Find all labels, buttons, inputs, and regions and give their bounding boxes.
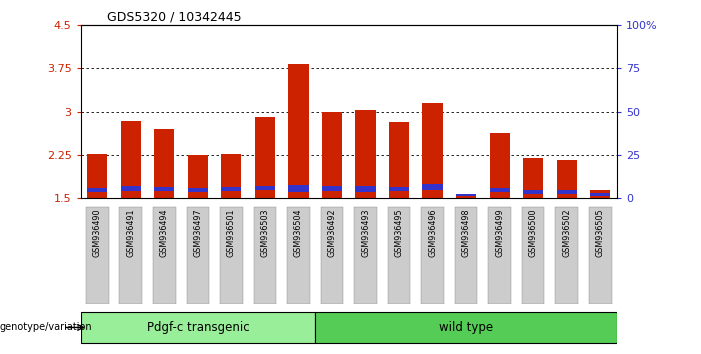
Text: wild type: wild type bbox=[439, 321, 493, 334]
Text: GSM936498: GSM936498 bbox=[461, 209, 470, 257]
Bar bbox=[121, 186, 141, 191]
Bar bbox=[255, 186, 275, 190]
Bar bbox=[188, 155, 208, 198]
Bar bbox=[389, 187, 409, 191]
Bar bbox=[590, 190, 610, 198]
Bar bbox=[389, 122, 409, 198]
Bar bbox=[222, 187, 241, 191]
Text: GSM936503: GSM936503 bbox=[261, 209, 269, 257]
Bar bbox=[88, 154, 107, 198]
FancyBboxPatch shape bbox=[555, 207, 578, 304]
Bar bbox=[121, 121, 141, 198]
FancyBboxPatch shape bbox=[81, 312, 315, 343]
Text: GSM936500: GSM936500 bbox=[529, 209, 538, 257]
FancyBboxPatch shape bbox=[254, 207, 276, 304]
FancyBboxPatch shape bbox=[455, 207, 477, 304]
FancyBboxPatch shape bbox=[589, 207, 611, 304]
Text: GSM936491: GSM936491 bbox=[126, 209, 135, 257]
FancyBboxPatch shape bbox=[320, 207, 343, 304]
Bar bbox=[322, 185, 342, 191]
Bar bbox=[154, 187, 175, 191]
Bar bbox=[423, 184, 442, 190]
Bar bbox=[88, 188, 107, 193]
Bar bbox=[288, 64, 308, 198]
Bar bbox=[489, 133, 510, 198]
Text: GSM936502: GSM936502 bbox=[562, 209, 571, 257]
Bar bbox=[255, 117, 275, 198]
FancyBboxPatch shape bbox=[388, 207, 410, 304]
FancyBboxPatch shape bbox=[315, 312, 617, 343]
Text: GSM936492: GSM936492 bbox=[327, 209, 336, 257]
Bar bbox=[523, 190, 543, 194]
FancyBboxPatch shape bbox=[220, 207, 243, 304]
Bar bbox=[557, 160, 577, 198]
Text: GSM936490: GSM936490 bbox=[93, 209, 102, 257]
Bar bbox=[523, 158, 543, 198]
Bar bbox=[456, 194, 476, 198]
Bar bbox=[288, 185, 308, 193]
FancyBboxPatch shape bbox=[421, 207, 444, 304]
Text: GSM936497: GSM936497 bbox=[193, 209, 203, 257]
Text: GSM936501: GSM936501 bbox=[227, 209, 236, 257]
Bar bbox=[154, 129, 175, 198]
Text: GSM936494: GSM936494 bbox=[160, 209, 169, 257]
Text: GSM936499: GSM936499 bbox=[495, 209, 504, 257]
FancyBboxPatch shape bbox=[119, 207, 142, 304]
Text: GSM936495: GSM936495 bbox=[395, 209, 404, 257]
Bar bbox=[590, 193, 610, 196]
Text: genotype/variation: genotype/variation bbox=[0, 322, 93, 332]
Bar bbox=[489, 188, 510, 193]
Bar bbox=[322, 112, 342, 198]
FancyBboxPatch shape bbox=[153, 207, 176, 304]
Bar bbox=[423, 103, 442, 198]
Bar bbox=[557, 190, 577, 194]
Text: Pdgf-c transgenic: Pdgf-c transgenic bbox=[147, 321, 250, 334]
Text: GSM936504: GSM936504 bbox=[294, 209, 303, 257]
FancyBboxPatch shape bbox=[86, 207, 109, 304]
FancyBboxPatch shape bbox=[186, 207, 210, 304]
FancyBboxPatch shape bbox=[287, 207, 310, 304]
Text: GDS5320 / 10342445: GDS5320 / 10342445 bbox=[107, 11, 242, 24]
Bar bbox=[222, 154, 241, 198]
FancyBboxPatch shape bbox=[488, 207, 511, 304]
Text: GSM936496: GSM936496 bbox=[428, 209, 437, 257]
Text: GSM936493: GSM936493 bbox=[361, 209, 370, 257]
Text: GSM936505: GSM936505 bbox=[596, 209, 605, 257]
Bar bbox=[355, 185, 376, 193]
FancyBboxPatch shape bbox=[522, 207, 545, 304]
Bar bbox=[456, 194, 476, 196]
FancyBboxPatch shape bbox=[354, 207, 377, 304]
Bar bbox=[188, 188, 208, 193]
Bar bbox=[355, 110, 376, 198]
